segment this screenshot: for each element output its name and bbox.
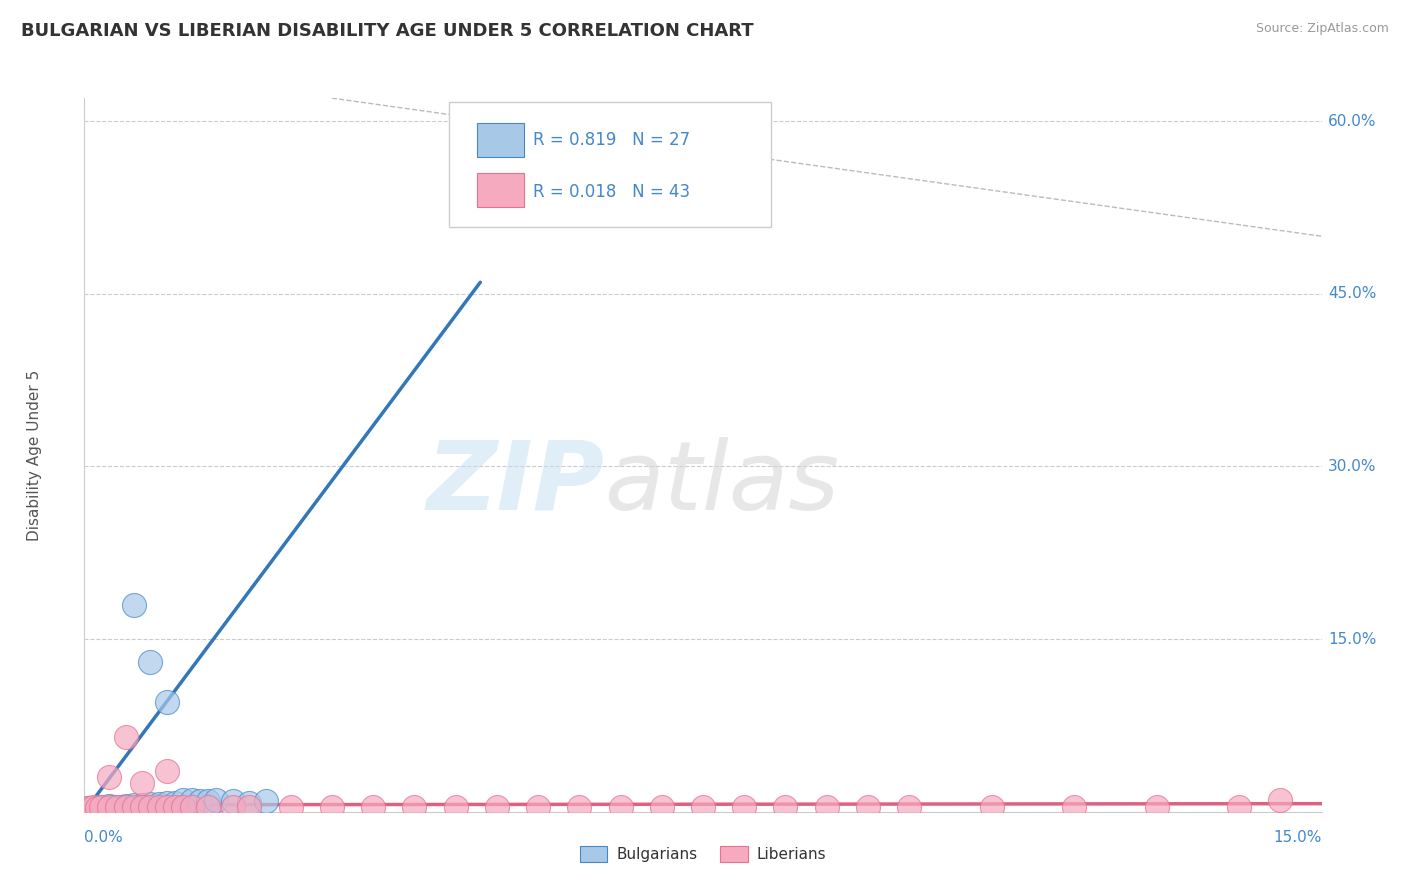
- Point: [148, 800, 170, 814]
- Text: 60.0%: 60.0%: [1327, 113, 1376, 128]
- Point: [122, 800, 145, 814]
- Point: [86, 801, 108, 815]
- Point: [94, 801, 117, 815]
- Point: [568, 800, 591, 814]
- Point: [131, 800, 153, 814]
- Point: [280, 800, 302, 814]
- Point: [980, 800, 1002, 814]
- Point: [222, 794, 245, 808]
- Point: [651, 800, 673, 814]
- Point: [86, 800, 108, 814]
- Point: [98, 800, 121, 814]
- Point: [98, 799, 121, 814]
- Point: [361, 800, 384, 814]
- Point: [856, 800, 879, 814]
- Point: [238, 800, 260, 814]
- Point: [197, 800, 219, 814]
- Point: [105, 800, 128, 814]
- Text: 15.0%: 15.0%: [1274, 830, 1322, 845]
- Text: 45.0%: 45.0%: [1327, 286, 1376, 301]
- Point: [238, 796, 260, 810]
- Point: [1227, 800, 1250, 814]
- Point: [609, 800, 631, 814]
- Point: [1063, 800, 1085, 814]
- Point: [404, 800, 426, 814]
- Point: [321, 800, 343, 814]
- Text: R = 0.819   N = 27: R = 0.819 N = 27: [533, 131, 690, 149]
- Point: [103, 800, 125, 814]
- Point: [692, 800, 714, 814]
- Text: BULGARIAN VS LIBERIAN DISABILITY AGE UNDER 5 CORRELATION CHART: BULGARIAN VS LIBERIAN DISABILITY AGE UND…: [21, 22, 754, 40]
- FancyBboxPatch shape: [477, 173, 523, 207]
- Point: [172, 800, 194, 814]
- Text: 30.0%: 30.0%: [1327, 458, 1376, 474]
- Text: Disability Age Under 5: Disability Age Under 5: [27, 369, 42, 541]
- Point: [156, 796, 179, 810]
- Point: [205, 793, 228, 807]
- Point: [775, 800, 797, 814]
- Text: 15.0%: 15.0%: [1327, 632, 1376, 647]
- Point: [82, 801, 104, 815]
- Point: [180, 800, 202, 814]
- Point: [98, 770, 121, 784]
- Point: [165, 800, 187, 814]
- Point: [733, 800, 755, 814]
- Text: Source: ZipAtlas.com: Source: ZipAtlas.com: [1256, 22, 1389, 36]
- Point: [114, 800, 136, 814]
- Point: [114, 799, 136, 814]
- Point: [90, 800, 112, 814]
- Text: atlas: atlas: [605, 437, 839, 530]
- Point: [131, 776, 153, 790]
- Point: [815, 800, 838, 814]
- Point: [77, 801, 100, 815]
- Point: [156, 800, 179, 814]
- Point: [444, 800, 467, 814]
- Point: [131, 797, 153, 812]
- FancyBboxPatch shape: [477, 123, 523, 157]
- Point: [156, 695, 179, 709]
- Point: [197, 794, 219, 808]
- Point: [114, 730, 136, 744]
- Point: [180, 793, 202, 807]
- Point: [122, 598, 145, 612]
- Point: [188, 794, 211, 808]
- Point: [156, 764, 179, 779]
- Point: [110, 800, 132, 814]
- Legend: Bulgarians, Liberians: Bulgarians, Liberians: [574, 840, 832, 868]
- Point: [82, 800, 104, 814]
- Point: [77, 801, 100, 815]
- Text: R = 0.018   N = 43: R = 0.018 N = 43: [533, 183, 690, 201]
- Point: [172, 793, 194, 807]
- Point: [105, 801, 128, 815]
- Point: [527, 800, 550, 814]
- Point: [148, 797, 170, 811]
- FancyBboxPatch shape: [450, 102, 770, 227]
- Text: 0.0%: 0.0%: [84, 830, 124, 845]
- Point: [165, 796, 187, 810]
- Point: [1146, 800, 1168, 814]
- Point: [1270, 793, 1292, 807]
- Point: [139, 797, 162, 811]
- Point: [898, 800, 921, 814]
- Point: [222, 800, 245, 814]
- Point: [139, 655, 162, 669]
- Point: [122, 797, 145, 812]
- Point: [90, 800, 112, 814]
- Text: ZIP: ZIP: [426, 437, 605, 530]
- Point: [485, 800, 508, 814]
- Point: [254, 794, 277, 808]
- Point: [139, 800, 162, 814]
